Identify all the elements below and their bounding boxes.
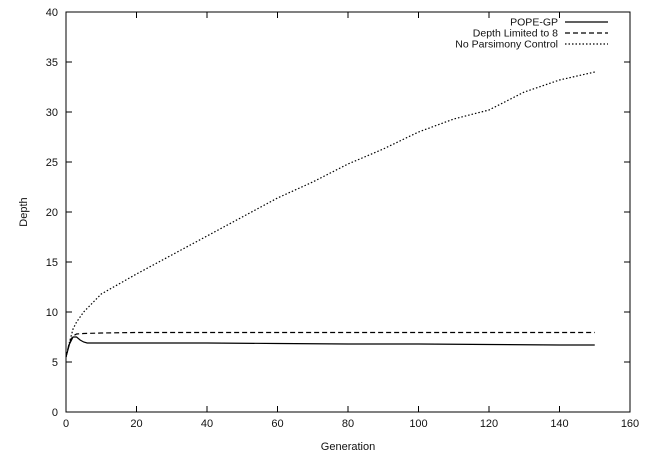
series-line-2 — [65, 71, 595, 358]
series-line-1 — [65, 331, 595, 358]
y-tick-label: 15 — [46, 257, 58, 269]
x-tick-label: 160 — [621, 418, 639, 430]
x-tick-label: 20 — [130, 418, 142, 430]
x-tick-label: 120 — [480, 418, 498, 430]
y-tick-label: 0 — [52, 407, 58, 419]
legend-label: No Parsimony Control — [455, 39, 558, 51]
y-tick-label: 20 — [46, 207, 58, 219]
x-tick-label: 0 — [63, 418, 69, 430]
legend-label: Depth Limited to 8 — [473, 28, 558, 40]
x-tick-label: 140 — [550, 418, 568, 430]
y-tick-label: 10 — [46, 307, 58, 319]
y-tick-label: 35 — [46, 57, 58, 69]
series-line-0 — [65, 336, 595, 358]
legend-label: POPE-GP — [510, 17, 558, 29]
x-tick-label: 40 — [201, 418, 213, 430]
y-tick-label: 30 — [46, 107, 58, 119]
x-axis-title: Generation — [321, 441, 375, 453]
axis-ticks — [65, 11, 631, 413]
y-tick-label: 5 — [52, 357, 58, 369]
x-tick-label: 100 — [409, 418, 427, 430]
y-tick-label: 25 — [46, 157, 58, 169]
tick-labels: 0 20 40 60 80 100 120 140 160 0 5 10 15 20 25 30 35 40 — [46, 7, 639, 430]
y-tick-label: 40 — [46, 7, 58, 19]
x-tick-label: 60 — [271, 418, 283, 430]
x-tick-label: 80 — [342, 418, 354, 430]
series-lines — [65, 71, 595, 358]
y-axis-title: Depth — [18, 197, 30, 226]
plot-frame — [65, 11, 631, 413]
